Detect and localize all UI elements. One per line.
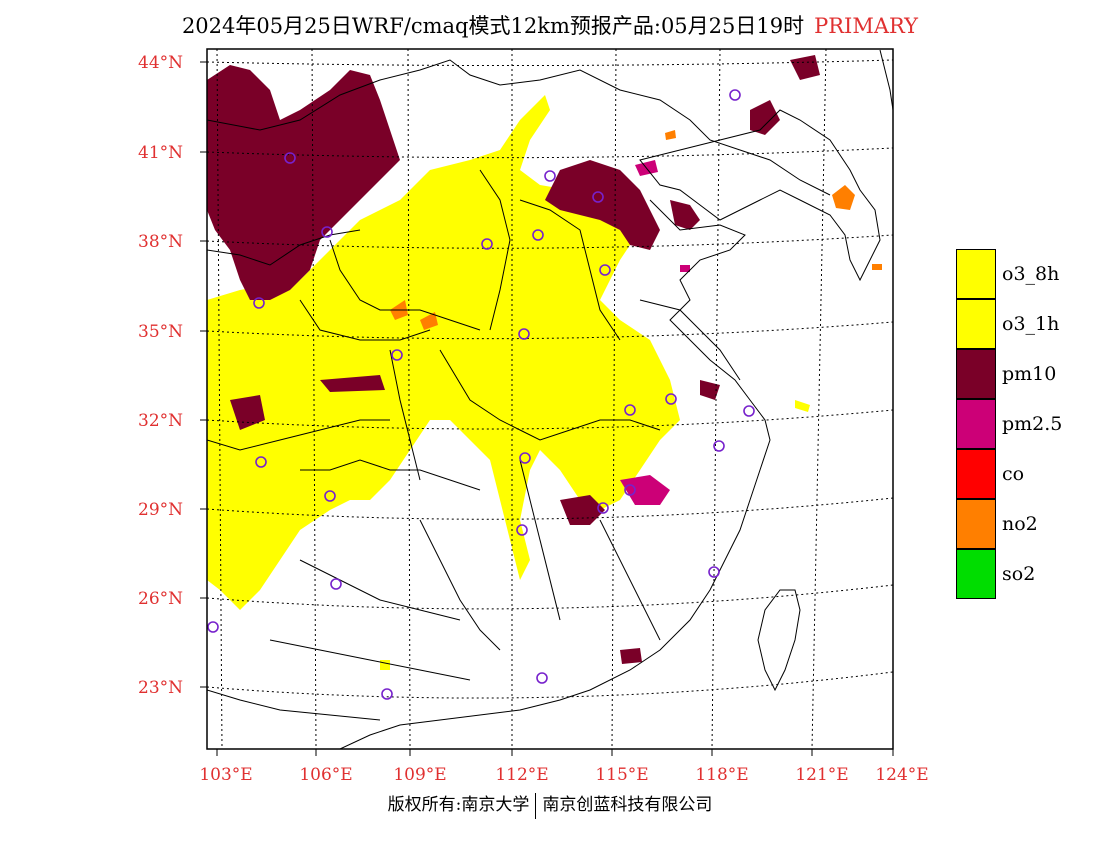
lat-label-29n: 29°N (138, 500, 184, 520)
legend-label-no2: no2 (1002, 513, 1038, 535)
lat-label-41n: 41°N (138, 143, 184, 163)
lat-label-35n: 35°N (138, 322, 184, 342)
lat-label-44n: 44°N (138, 53, 184, 73)
lon-label-103e: 103°E (199, 765, 253, 785)
footer-separator (535, 792, 537, 819)
pollutant-field-pm10 (207, 55, 820, 664)
boundary-lines (207, 59, 831, 721)
legend-label-o3-1h: o3_1h (1002, 313, 1060, 335)
legend-label-so2: so2 (1002, 563, 1036, 585)
footer-copyright-right: 南京创蓝科技有限公司 (542, 795, 713, 815)
legend-item-o3-1h: o3_1h (956, 299, 1086, 349)
lon-label-121e: 121°E (795, 765, 849, 785)
lon-label-109e: 109°E (393, 765, 447, 785)
lat-label-26n: 26°N (138, 589, 184, 609)
station-markers (207, 89, 755, 700)
legend-label-pm25: pm2.5 (1002, 413, 1063, 435)
legend-label-pm10: pm10 (1002, 363, 1057, 385)
legend-item-pm25: pm2.5 (956, 399, 1086, 449)
map-title: 2024年05月25日WRF/cmaq模式12km预报产品:05月25日19时 P… (0, 10, 1100, 40)
axis-ticks (200, 61, 894, 756)
legend-item-co: co (956, 449, 1086, 499)
title-primary-tag: PRIMARY (814, 14, 919, 38)
legend-item-o3-8h: o3_8h (956, 249, 1086, 299)
pollutant-legend: o3_8h o3_1h pm10 pm2.5 co no2 so2 (956, 249, 1086, 599)
graticule (207, 49, 893, 749)
legend-swatch-pm10 (956, 349, 996, 399)
lat-label-38n: 38°N (138, 232, 184, 252)
title-main: 2024年05月25日WRF/cmaq模式12km预报产品:05月25日19时 (181, 14, 805, 38)
legend-swatch-no2 (956, 499, 996, 549)
pollutant-field-o3 (207, 95, 810, 670)
footer-copyright-left: 版权所有:南京大学 (387, 795, 530, 815)
map-frame (206, 48, 894, 750)
legend-swatch-co (956, 449, 996, 499)
lon-label-112e: 112°E (495, 765, 549, 785)
lat-label-23n: 23°N (138, 678, 184, 698)
copyright-footer: 版权所有:南京大学 南京创蓝科技有限公司 (0, 790, 1100, 819)
legend-item-pm10: pm10 (956, 349, 1086, 399)
lon-label-115e: 115°E (595, 765, 649, 785)
legend-swatch-o3-8h (956, 249, 996, 299)
lon-label-118e: 118°E (695, 765, 749, 785)
lat-label-32n: 32°N (138, 411, 184, 431)
legend-label-co: co (1002, 463, 1025, 485)
legend-label-o3-8h: o3_8h (1002, 263, 1060, 285)
legend-item-so2: so2 (956, 549, 1086, 599)
legend-swatch-o3-1h (956, 299, 996, 349)
pollutant-field-no2 (390, 130, 882, 330)
lon-label-106e: 106°E (299, 765, 353, 785)
lon-label-124e: 124°E (875, 765, 929, 785)
legend-item-no2: no2 (956, 499, 1086, 549)
legend-swatch-pm25 (956, 399, 996, 449)
legend-swatch-so2 (956, 549, 996, 599)
